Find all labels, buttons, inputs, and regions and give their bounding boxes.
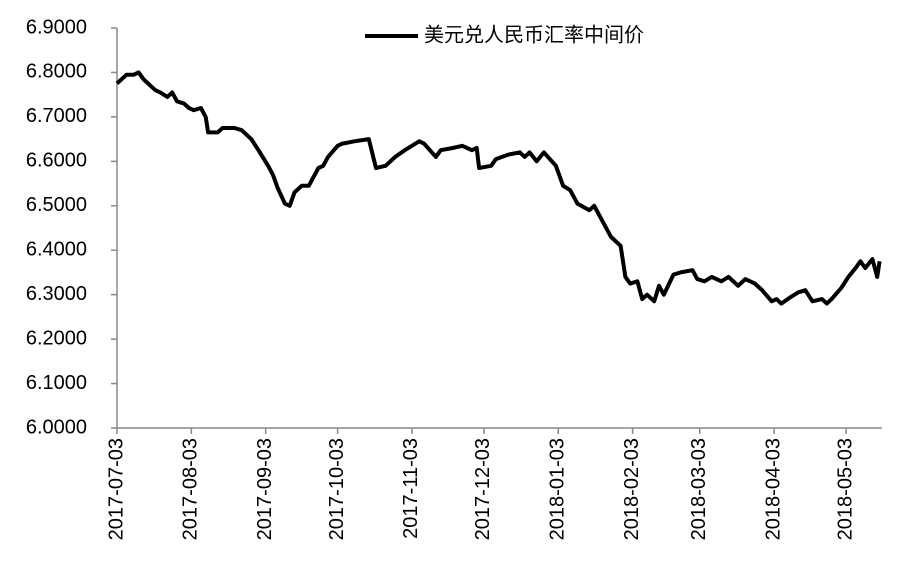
y-tick-label: 6.2000 bbox=[26, 327, 87, 349]
legend-label: 美元兑人民币汇率中间价 bbox=[424, 23, 644, 46]
y-tick-label: 6.4000 bbox=[26, 239, 87, 261]
x-tick-label: 2017-12-03 bbox=[472, 438, 494, 540]
y-tick-label: 6.5000 bbox=[26, 194, 87, 216]
y-tick-label: 6.3000 bbox=[26, 283, 87, 305]
y-tick-label: 6.9000 bbox=[26, 16, 87, 38]
x-tick-label: 2017-10-03 bbox=[326, 438, 348, 540]
x-tick-label: 2018-04-03 bbox=[762, 438, 784, 540]
y-tick-label: 6.6000 bbox=[26, 150, 87, 172]
x-tick-label: 2017-09-03 bbox=[254, 438, 276, 540]
y-tick-label: 6.7000 bbox=[26, 105, 87, 127]
x-tick-label: 2018-02-03 bbox=[621, 438, 643, 540]
y-tick-label: 6.8000 bbox=[26, 61, 87, 83]
x-tick-label: 2017-08-03 bbox=[180, 438, 202, 540]
x-tick-label: 2018-01-03 bbox=[547, 438, 569, 540]
x-tick-label: 2017-11-03 bbox=[400, 438, 422, 539]
y-tick-label: 6.1000 bbox=[26, 372, 87, 394]
series-line bbox=[115, 70, 882, 306]
y-tick-label: 6.0000 bbox=[26, 416, 87, 438]
x-tick-label: 2018-05-03 bbox=[834, 438, 856, 540]
x-tick-label: 2018-03-03 bbox=[688, 438, 710, 540]
x-tick-label: 2017-07-03 bbox=[105, 438, 127, 540]
